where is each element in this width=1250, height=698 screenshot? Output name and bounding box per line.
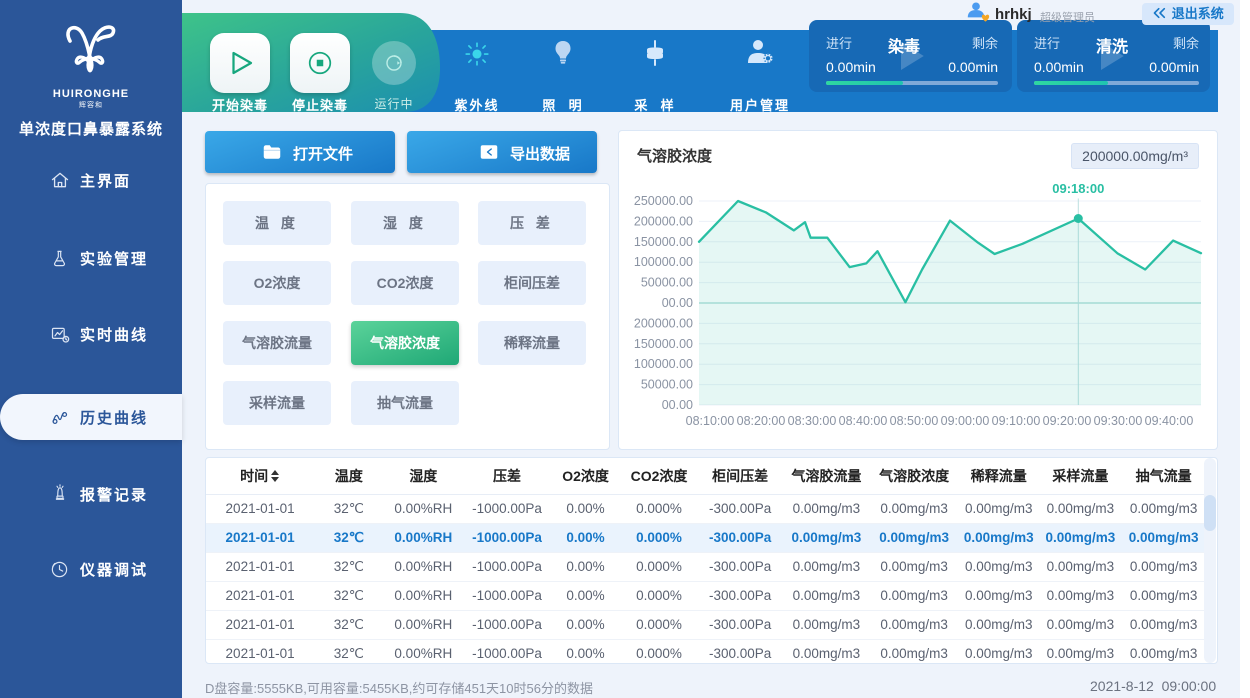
- svg-text:250000.00: 250000.00: [634, 194, 693, 208]
- svg-text:08:30:00: 08:30:00: [788, 414, 837, 428]
- svg-text:100000.00: 100000.00: [634, 357, 693, 371]
- svg-text:09:10:00: 09:10:00: [992, 414, 1041, 428]
- svg-text:08:20:00: 08:20:00: [737, 414, 786, 428]
- svg-text:00.00: 00.00: [662, 398, 693, 412]
- svg-text:08:10:00: 08:10:00: [686, 414, 735, 428]
- svg-text:200000.00: 200000.00: [634, 214, 693, 228]
- svg-text:09:30:00: 09:30:00: [1094, 414, 1143, 428]
- svg-text:50000.00: 50000.00: [641, 378, 693, 392]
- svg-text:200000.00: 200000.00: [634, 316, 693, 330]
- svg-text:00.00: 00.00: [662, 296, 693, 310]
- svg-text:150000.00: 150000.00: [634, 337, 693, 351]
- svg-text:09:18:00: 09:18:00: [1052, 181, 1104, 196]
- svg-text:09:20:00: 09:20:00: [1043, 414, 1092, 428]
- svg-text:08:50:00: 08:50:00: [890, 414, 939, 428]
- svg-text:50000.00: 50000.00: [641, 276, 693, 290]
- svg-text:100000.00: 100000.00: [634, 255, 693, 269]
- svg-text:08:40:00: 08:40:00: [839, 414, 888, 428]
- svg-text:150000.00: 150000.00: [634, 235, 693, 249]
- svg-text:09:00:00: 09:00:00: [941, 414, 990, 428]
- svg-text:09:40:00: 09:40:00: [1145, 414, 1194, 428]
